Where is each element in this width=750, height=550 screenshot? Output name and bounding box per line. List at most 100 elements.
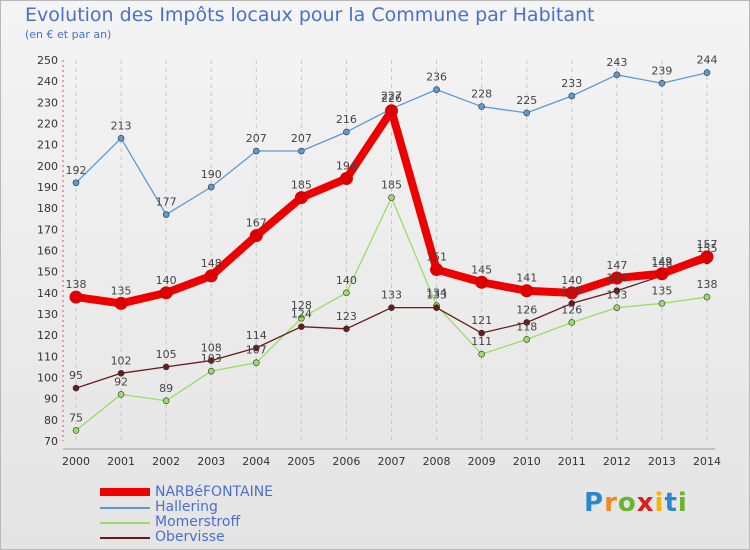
- y-tick-label: 130: [37, 308, 58, 321]
- data-point: [385, 104, 398, 118]
- x-tick-label: 2010: [513, 455, 541, 468]
- legend-label: Obervisse: [155, 529, 225, 545]
- data-label: 118: [516, 320, 537, 333]
- data-label: 111: [471, 335, 492, 348]
- data-label: 213: [111, 119, 132, 132]
- x-tick-label: 2003: [197, 455, 225, 468]
- data-label: 177: [156, 196, 177, 209]
- data-label: 121: [471, 314, 492, 327]
- data-point: [114, 296, 128, 310]
- data-label: 233: [561, 77, 582, 90]
- data-label: 105: [156, 348, 177, 361]
- data-label: 148: [651, 257, 672, 270]
- data-label: 141: [516, 272, 537, 285]
- y-tick-label: 230: [37, 96, 58, 109]
- y-tick-label: 70: [44, 435, 58, 448]
- data-point: [298, 323, 305, 331]
- data-point: [658, 300, 666, 307]
- y-tick-label: 110: [37, 350, 58, 363]
- logo-letter: o: [617, 488, 637, 518]
- data-label: 114: [246, 329, 267, 342]
- y-tick-label: 140: [37, 287, 58, 300]
- data-label: 207: [246, 132, 267, 145]
- data-point: [117, 369, 125, 377]
- data-label: 228: [471, 88, 492, 101]
- y-tick-label: 170: [37, 223, 58, 236]
- data-label: 135: [651, 284, 672, 297]
- data-label: 155: [697, 242, 718, 255]
- data-label: 135: [561, 284, 582, 297]
- data-label: 167: [246, 217, 267, 230]
- x-tick-label: 2014: [693, 455, 721, 468]
- data-point: [613, 287, 621, 295]
- data-point: [72, 179, 80, 187]
- legend: NARBéFONTAINE Hallering Momerstroff Obervis…: [100, 485, 350, 545]
- y-tick-label: 180: [37, 202, 58, 215]
- data-point: [703, 69, 711, 76]
- data-label: 236: [426, 71, 447, 84]
- data-point: [613, 71, 621, 79]
- data-label: 140: [336, 274, 357, 287]
- legend-label: Momerstroff: [155, 514, 241, 530]
- data-label: 147: [606, 259, 627, 272]
- data-label: 123: [336, 310, 357, 323]
- data-point: [162, 363, 170, 371]
- data-label: 92: [114, 375, 128, 388]
- y-tick-label: 120: [37, 329, 58, 342]
- logo-letter: i: [677, 488, 688, 518]
- legend-swatch: [100, 537, 150, 539]
- y-tick-label: 80: [44, 414, 58, 427]
- legend-swatch: [100, 522, 150, 524]
- x-tick-label: 2006: [332, 455, 360, 468]
- data-label: 207: [291, 132, 312, 145]
- data-label: 126: [516, 303, 537, 316]
- data-label: 141: [606, 272, 627, 285]
- data-label: 216: [336, 113, 357, 126]
- data-point: [343, 325, 350, 333]
- data-label: 124: [291, 308, 312, 321]
- logo-letter: i: [654, 488, 665, 518]
- data-label: 102: [111, 354, 132, 367]
- legend-label: NARBéFONTAINE: [155, 484, 274, 500]
- data-label: 226: [381, 92, 402, 105]
- legend-item: Hallering: [100, 500, 350, 515]
- y-tick-label: 210: [37, 139, 58, 152]
- data-label: 140: [156, 274, 177, 287]
- data-label: 192: [66, 164, 87, 177]
- data-point: [343, 128, 350, 136]
- data-point: [343, 289, 350, 297]
- data-label: 75: [69, 411, 83, 424]
- x-tick-label: 2007: [378, 455, 406, 468]
- data-point: [72, 384, 80, 392]
- data-point: [478, 350, 485, 358]
- data-point: [162, 397, 170, 405]
- y-tick-label: 250: [37, 54, 58, 67]
- data-label: 157: [697, 238, 718, 251]
- data-label: 140: [561, 274, 582, 287]
- data-point: [162, 211, 170, 218]
- data-point: [204, 269, 218, 283]
- x-tick-label: 2000: [62, 455, 90, 468]
- data-point: [388, 194, 395, 201]
- data-point: [658, 79, 666, 87]
- data-point: [565, 286, 579, 300]
- chart-title: Evolution des Impôts locaux pour la Comm…: [25, 4, 595, 26]
- data-label: 185: [381, 179, 402, 192]
- data-label: 107: [246, 344, 267, 357]
- y-tick-label: 160: [37, 245, 58, 258]
- x-tick-label: 2002: [152, 455, 180, 468]
- x-tick-label: 2011: [558, 455, 586, 468]
- data-label: 227: [381, 90, 402, 103]
- y-tick-label: 190: [37, 181, 58, 194]
- x-tick-label: 2009: [468, 455, 496, 468]
- data-label: 128: [291, 299, 312, 312]
- data-point: [430, 263, 444, 277]
- data-label: 185: [291, 179, 312, 192]
- legend-item: Momerstroff: [100, 515, 350, 530]
- series-line-Momerstroff: [75, 196, 708, 431]
- data-point: [249, 229, 263, 243]
- data-point: [252, 344, 260, 352]
- data-label: 190: [201, 168, 222, 181]
- x-tick-label: 2001: [107, 455, 135, 468]
